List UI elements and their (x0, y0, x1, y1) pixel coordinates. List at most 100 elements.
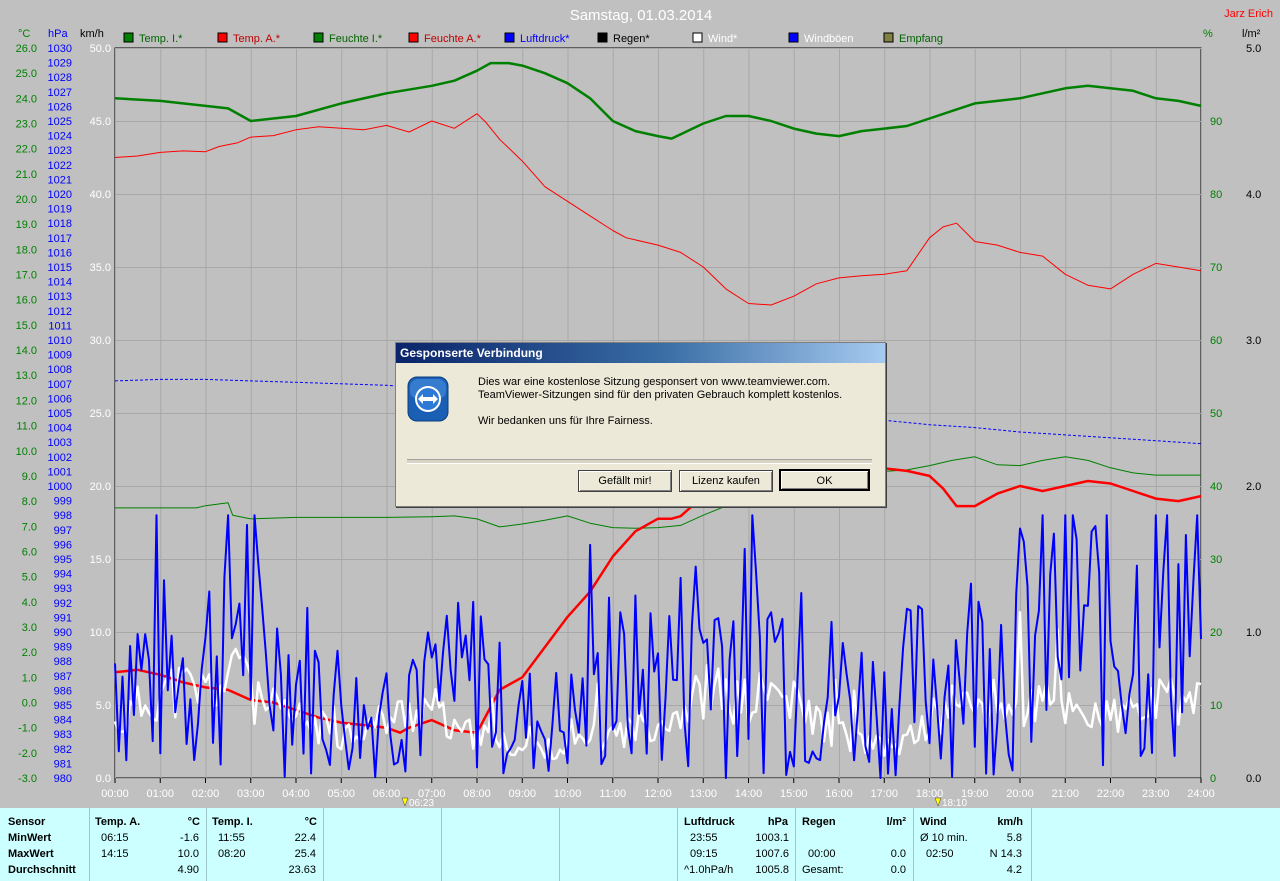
temp-a-min-value: -1.6 (180, 832, 199, 844)
legend-swatch (504, 32, 515, 43)
pressure-tick-label: 1014 (48, 277, 72, 289)
pressure-tick-label: 1010 (48, 335, 72, 347)
legend-label: Windböen (804, 33, 854, 45)
pressure-tick-label: 1007 (48, 379, 72, 391)
temperature-tick-label: 17.0 (16, 270, 37, 282)
wind-tick-label: 45.0 (90, 116, 111, 128)
temperature-tick-label: -2.0 (18, 748, 37, 760)
temp-i-min-value: 22.4 (294, 832, 316, 844)
temperature-tick-label: 2.0 (22, 647, 37, 659)
humidity-tick-label: 60 (1210, 335, 1222, 347)
avg-label: Durchschnitt (8, 864, 76, 876)
legend-swatch (788, 32, 799, 43)
temp-i-unit: °C (304, 816, 317, 828)
temperature-tick-label: 7.0 (22, 521, 37, 533)
pressure-tick-label: 1001 (48, 466, 72, 478)
temp-i-min-time: 11:55 (218, 832, 245, 844)
dialog-line-1: Dies war eine kostenlose Sitzung gespons… (478, 376, 831, 388)
wind-tick-label: 20.0 (90, 481, 111, 493)
temperature-tick-label: 22.0 (16, 144, 37, 156)
rain-time: 00:00 (808, 848, 836, 860)
humidity-tick-label: 80 (1210, 189, 1222, 201)
legend-swatch (597, 32, 608, 43)
temp-a-min-time: 06:15 (101, 832, 129, 844)
stats-divider (677, 808, 678, 881)
pressure-tick-label: 1023 (48, 145, 72, 157)
sunrise-marker-icon (401, 797, 409, 807)
temp-i-header: Temp. I. (212, 816, 253, 828)
sun-markers: 06:23 18:10 (401, 797, 967, 808)
temperature-tick-label: 24.0 (16, 93, 37, 105)
pressure-max-value: 1007.6 (755, 848, 789, 860)
user-name: Jarz Erich (1224, 8, 1273, 20)
x-tick-label: 04:00 (282, 788, 310, 800)
pressure-tick-label: 987 (54, 671, 72, 683)
rain-unit: l/m² (886, 816, 906, 828)
pressure-tick-label: 1018 (48, 218, 72, 230)
celsius-unit: °C (18, 28, 30, 40)
kmh-unit: km/h (80, 28, 104, 40)
series-feuchte-a (114, 113, 1202, 306)
series-luftdruck (114, 378, 1202, 445)
x-tick-label: 11:00 (599, 788, 626, 800)
max-label: MaxWert (8, 848, 54, 860)
stats-divider (559, 808, 560, 881)
humidity-tick-label: 50 (1210, 408, 1222, 420)
temperature-tick-label: 23.0 (16, 119, 37, 131)
pressure-tick-label: 1029 (48, 58, 72, 70)
temp-a-max-value: 10.0 (177, 848, 199, 860)
x-tick-label: 02:00 (192, 788, 220, 800)
pressure-tick-label: 1025 (48, 116, 72, 128)
wind-tick-label: 50.0 (90, 43, 111, 55)
humidity-tick-label: 20 (1210, 627, 1222, 639)
pressure-tick-label: 1012 (48, 306, 72, 318)
wind-header: Wind (920, 816, 947, 828)
pressure-trend-label: ^1.0hPa/h (684, 864, 734, 876)
humidity-tick-label: 10 (1210, 700, 1222, 712)
wind-max-value: N 14.3 (989, 848, 1022, 860)
pressure-tick-label: 1026 (48, 101, 72, 113)
temperature-tick-label: 14.0 (16, 345, 37, 357)
stats-divider (89, 808, 90, 881)
pressure-header: Luftdruck (684, 816, 735, 828)
x-tick-label: 09:00 (508, 788, 536, 800)
legend: Temp. I.* Temp. A.* Feuchte I.* Feuchte A.*… (123, 32, 943, 45)
stats-divider (441, 808, 442, 881)
pressure-tick-label: 1017 (48, 233, 72, 245)
wind-tick-label: 30.0 (90, 335, 111, 347)
pressure-tick-label: 1006 (48, 393, 72, 405)
wind-tick-label: 40.0 (90, 189, 111, 201)
wind-unit: km/h (997, 816, 1023, 828)
series-windb-en (114, 514, 1202, 779)
buy-license-button[interactable]: Lizenz kaufen (679, 470, 773, 492)
rain-total-label: Gesamt: (802, 864, 844, 876)
pressure-tick-label: 995 (54, 554, 72, 566)
legend-label: Regen* (613, 33, 650, 45)
pressure-tick-label: 1028 (48, 72, 72, 84)
legend-label: Feuchte I.* (329, 33, 383, 45)
temp-a-max-time: 14:15 (101, 848, 129, 860)
dialog-separator (407, 459, 872, 464)
pressure-tick-label: 1013 (48, 291, 72, 303)
series-feuchte-i (115, 456, 1201, 529)
legend-swatch (123, 32, 134, 43)
pressure-tick-label: 983 (54, 729, 72, 741)
temperature-tick-label: -1.0 (18, 723, 37, 735)
chart-title: Samstag, 01.03.2014 (570, 7, 713, 24)
x-tick-label: 08:00 (463, 788, 491, 800)
pressure-tick-label: 1021 (48, 174, 72, 186)
like-button[interactable]: Gefällt mir! (578, 470, 672, 492)
stats-divider (913, 808, 914, 881)
legend-label: Temp. A.* (233, 33, 281, 45)
legend-swatch (408, 32, 419, 43)
temperature-tick-label: 3.0 (22, 622, 37, 634)
stats-divider (1031, 808, 1032, 881)
ok-button[interactable]: OK (779, 469, 870, 491)
temperature-tick-label: 18.0 (16, 244, 37, 256)
pressure-tick-label: 1020 (48, 189, 72, 201)
pressure-min-time: 23:55 (690, 832, 718, 844)
dialog-message: Dies war eine kostenlose Sitzung gespons… (478, 376, 842, 428)
x-tick-label: 17:00 (870, 788, 898, 800)
temperature-tick-label: 10.0 (16, 446, 37, 458)
legend-swatch (883, 32, 894, 43)
